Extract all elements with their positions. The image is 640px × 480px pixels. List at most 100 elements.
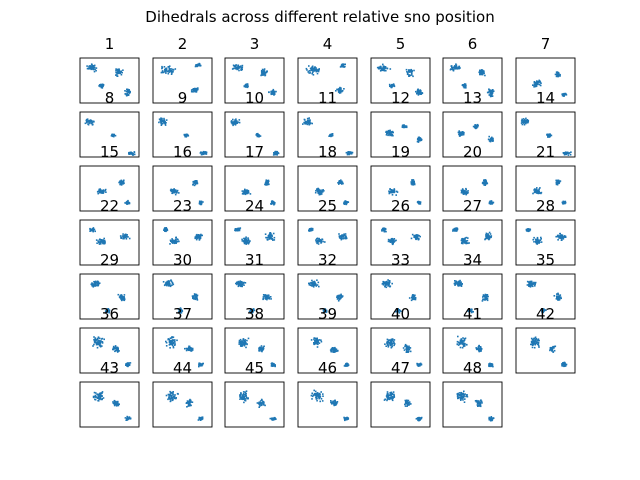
scatter-point <box>387 281 390 283</box>
panel-9: 9 <box>152 89 213 158</box>
scatter-point <box>313 342 315 344</box>
panel-44: 44 <box>152 359 213 428</box>
scatter-point <box>262 347 265 350</box>
scatter-point <box>260 403 263 405</box>
scatter-point <box>243 190 246 193</box>
scatter-point <box>388 131 390 133</box>
scatter-point <box>117 403 119 406</box>
scatter-point <box>487 233 489 235</box>
scatter-point <box>335 350 338 353</box>
scatter-point <box>201 416 204 418</box>
scatter-point <box>171 344 174 346</box>
scatter-point <box>168 344 171 346</box>
scatter-point <box>121 235 124 237</box>
scatter-point <box>128 237 131 240</box>
scatter-point <box>200 200 202 203</box>
scatter-point <box>537 241 539 243</box>
panel-2-points <box>160 62 202 93</box>
scatter-point <box>101 85 103 87</box>
scatter-point <box>451 66 453 68</box>
scatter-point <box>457 335 459 338</box>
scatter-point <box>196 64 199 66</box>
scatter-point <box>268 236 270 239</box>
scatter-point <box>521 123 524 126</box>
scatter-point <box>126 203 128 205</box>
scatter-point <box>479 72 481 74</box>
scatter-point <box>172 239 175 242</box>
scatter-point <box>242 393 245 395</box>
scatter-point <box>172 188 174 191</box>
scatter-point <box>241 281 243 283</box>
scatter-point <box>98 394 100 396</box>
scatter-point <box>546 134 548 136</box>
panel-label: 3 <box>250 35 260 53</box>
scatter-point <box>464 337 467 340</box>
scatter-point <box>101 391 104 393</box>
scatter-point <box>345 151 348 154</box>
scatter-point <box>460 285 463 287</box>
scatter-point <box>174 394 176 396</box>
panel-label: 36 <box>100 305 119 323</box>
scatter-point <box>347 418 349 420</box>
panel-21: 21 <box>515 143 576 212</box>
scatter-point <box>321 400 324 402</box>
scatter-point <box>199 201 201 204</box>
scatter-point <box>404 345 406 348</box>
scatter-point <box>167 72 170 75</box>
scatter-point <box>93 66 96 69</box>
scatter-point <box>172 283 175 286</box>
scatter-point <box>100 392 103 395</box>
scatter-point <box>410 70 412 72</box>
scatter-point <box>305 67 308 70</box>
scatter-point <box>491 136 493 139</box>
panel-label: 25 <box>318 197 337 215</box>
scatter-point <box>231 121 233 123</box>
scatter-point <box>273 93 276 95</box>
scatter-point <box>492 365 494 368</box>
scatter-point <box>470 311 473 314</box>
scatter-point <box>405 68 408 71</box>
scatter-point <box>533 337 535 340</box>
scatter-point <box>163 120 166 122</box>
scatter-point <box>95 239 98 241</box>
scatter-point <box>198 363 200 365</box>
scatter-point <box>532 282 535 285</box>
scatter-point <box>121 71 123 74</box>
scatter-point <box>101 345 103 347</box>
panel-6-frame <box>442 57 503 104</box>
scatter-point <box>177 238 179 241</box>
scatter-point <box>555 182 558 185</box>
scatter-point <box>486 299 489 302</box>
panel-24-frame <box>224 219 285 266</box>
scatter-point <box>452 66 455 69</box>
scatter-point <box>174 190 176 193</box>
scatter-point <box>186 406 188 408</box>
scatter-point <box>243 281 245 284</box>
scatter-point <box>453 227 456 230</box>
panel-label: 44 <box>173 359 192 377</box>
scatter-point <box>95 343 98 346</box>
scatter-point <box>171 241 173 243</box>
scatter-point <box>334 350 336 353</box>
scatter-point <box>173 242 176 245</box>
panel-15: 15 <box>79 143 140 212</box>
scatter-point <box>243 344 246 347</box>
scatter-point <box>561 365 563 367</box>
scatter-point <box>332 349 334 351</box>
scatter-point <box>531 339 534 341</box>
scatter-point <box>351 151 354 154</box>
scatter-point <box>97 341 99 344</box>
scatter-point <box>196 65 199 67</box>
scatter-point <box>98 398 100 400</box>
scatter-point <box>331 350 333 353</box>
scatter-point <box>165 68 168 71</box>
scatter-point <box>558 299 560 301</box>
scatter-point <box>389 340 392 342</box>
scatter-point <box>466 192 468 195</box>
scatter-point <box>345 201 347 203</box>
panel-7-points <box>532 71 568 97</box>
scatter-point <box>319 396 321 399</box>
scatter-point <box>403 349 406 351</box>
scatter-point <box>306 123 309 126</box>
scatter-point <box>538 80 541 82</box>
